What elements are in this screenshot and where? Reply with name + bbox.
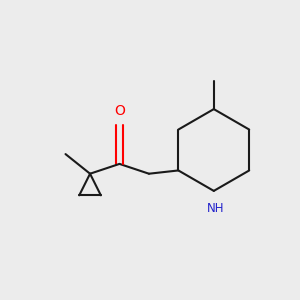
Text: NH: NH bbox=[207, 202, 224, 215]
Text: O: O bbox=[114, 104, 125, 118]
